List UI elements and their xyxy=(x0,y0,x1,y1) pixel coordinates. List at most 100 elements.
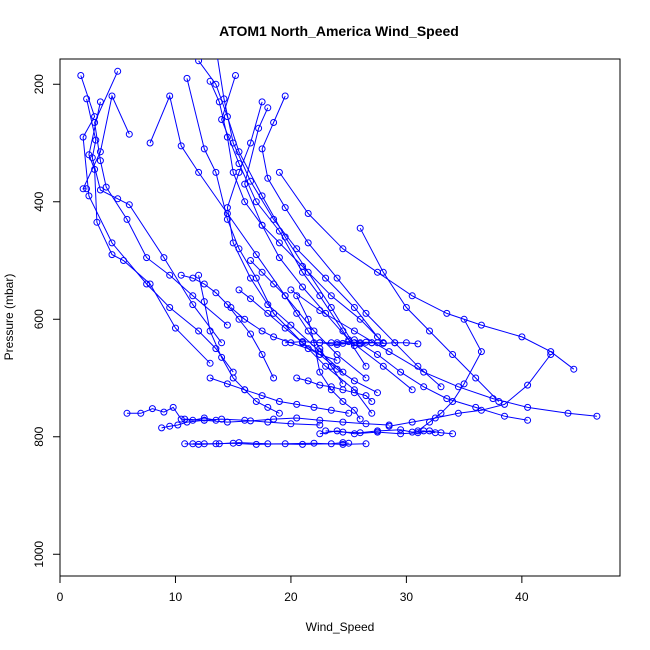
series-37 xyxy=(206,374,353,417)
data-point xyxy=(258,392,266,400)
data-point xyxy=(120,257,127,264)
data-point xyxy=(327,440,335,448)
data-point xyxy=(293,414,301,422)
data-point xyxy=(304,315,312,323)
data-point xyxy=(350,406,358,414)
y-tick-label: 1000 xyxy=(32,541,46,568)
series-34 xyxy=(195,271,283,417)
series-line xyxy=(184,417,390,426)
data-point xyxy=(275,254,283,262)
data-point xyxy=(108,239,116,247)
data-point xyxy=(293,292,301,300)
data-point xyxy=(195,168,203,176)
series-18 xyxy=(350,336,532,424)
data-point xyxy=(125,130,133,138)
data-point xyxy=(275,168,283,176)
data-point xyxy=(258,268,266,276)
data-point xyxy=(287,321,295,329)
data-point xyxy=(299,440,306,448)
data-point xyxy=(264,174,272,182)
data-point xyxy=(114,67,122,75)
series-4 xyxy=(79,92,133,193)
series-6 xyxy=(146,92,370,382)
data-point xyxy=(362,362,370,370)
data-point xyxy=(206,374,214,382)
data-point xyxy=(166,422,174,430)
series-line xyxy=(290,289,597,417)
data-point xyxy=(547,351,555,358)
data-point xyxy=(287,286,295,294)
data-point xyxy=(206,327,214,335)
data-point xyxy=(270,119,278,126)
data-point xyxy=(91,165,99,173)
data-point xyxy=(397,426,405,434)
data-point xyxy=(143,254,151,262)
data-point xyxy=(212,345,220,353)
data-point xyxy=(92,136,100,144)
data-point xyxy=(362,309,370,317)
data-point xyxy=(356,429,364,437)
data-point xyxy=(83,95,91,103)
series-16 xyxy=(287,286,601,420)
data-point xyxy=(368,398,376,405)
data-point xyxy=(356,224,364,232)
data-point xyxy=(77,72,85,79)
data-point xyxy=(402,339,410,347)
data-point xyxy=(322,274,330,282)
data-point xyxy=(402,304,410,311)
data-point xyxy=(374,389,381,397)
data-point xyxy=(189,274,197,282)
data-point xyxy=(374,351,381,358)
data-point xyxy=(362,374,370,382)
data-point xyxy=(241,416,249,424)
data-point xyxy=(501,412,508,420)
data-point xyxy=(454,409,462,417)
data-point xyxy=(350,389,358,397)
data-point xyxy=(158,424,166,432)
data-point xyxy=(160,254,168,262)
data-point xyxy=(391,339,399,347)
data-point xyxy=(333,341,341,348)
data-point xyxy=(339,418,347,426)
data-point xyxy=(316,307,324,314)
data-point xyxy=(379,362,387,370)
y-tick-label: 800 xyxy=(32,426,46,446)
series-line xyxy=(278,172,575,370)
data-point xyxy=(339,245,347,253)
data-point xyxy=(333,365,341,373)
data-point xyxy=(252,398,260,405)
data-point xyxy=(195,327,203,335)
data-point xyxy=(281,324,289,332)
series-line xyxy=(186,78,373,414)
data-point xyxy=(200,440,208,448)
data-point xyxy=(96,148,104,156)
data-point xyxy=(304,239,312,247)
data-point xyxy=(223,215,231,223)
data-point xyxy=(397,430,405,438)
series-line xyxy=(86,98,222,344)
data-point xyxy=(524,416,532,424)
data-point xyxy=(316,430,324,438)
data-point xyxy=(327,406,335,414)
data-point xyxy=(431,429,439,437)
data-point xyxy=(327,292,335,300)
data-point xyxy=(333,356,341,364)
data-point xyxy=(472,403,480,411)
data-point xyxy=(195,271,203,279)
data-point xyxy=(477,348,485,356)
data-point xyxy=(350,327,358,335)
data-point xyxy=(200,416,208,424)
data-point xyxy=(93,218,101,226)
data-point xyxy=(426,327,433,335)
data-point xyxy=(195,59,203,65)
data-point xyxy=(339,428,347,436)
data-point xyxy=(212,416,220,424)
data-point xyxy=(172,324,179,332)
data-point xyxy=(310,339,318,347)
series-line xyxy=(127,406,216,421)
data-point xyxy=(83,185,91,193)
data-point xyxy=(183,74,191,82)
data-point xyxy=(449,351,457,358)
data-point xyxy=(218,353,226,361)
